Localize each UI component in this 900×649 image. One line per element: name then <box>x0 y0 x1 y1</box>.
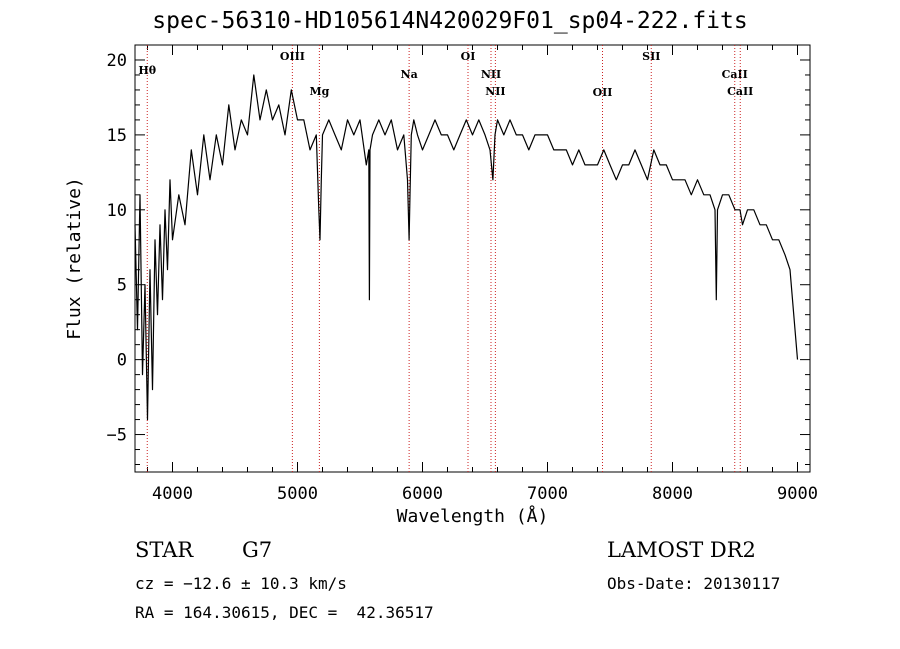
line-marker-label: SII <box>642 50 660 63</box>
line-marker-label: NII <box>481 68 501 81</box>
y-tick-label: 15 <box>107 126 127 146</box>
y-axis-label: Flux (relative) <box>64 177 85 340</box>
x-tick-label: 4000 <box>152 484 193 504</box>
x-tick-label: 8000 <box>652 484 693 504</box>
y-tick-label: 0 <box>117 351 127 371</box>
line-marker-label: CaII <box>722 68 748 81</box>
y-tick-label: 5 <box>117 276 127 296</box>
line-markers: Hθ OIII Mg Na OI NII NII OII SII CaII CaII <box>138 45 753 472</box>
spectrum-line <box>134 74 799 421</box>
x-tick-label: 5000 <box>277 484 318 504</box>
line-marker-label: OI <box>461 50 476 63</box>
line-marker-label: OIII <box>280 50 305 63</box>
line-marker-label: CaII <box>727 85 753 98</box>
x-axis-label: Wavelength (Å) <box>397 505 549 527</box>
y-tick-label: 10 <box>107 201 127 221</box>
line-marker-label: Mg <box>309 85 329 98</box>
y-tick-label: −5 <box>107 426 127 446</box>
object-subclass: G7 <box>242 538 273 562</box>
line-marker-label: Na <box>401 68 418 81</box>
object-class: STAR <box>135 538 194 562</box>
plot-frame <box>134 44 811 473</box>
x-tick-label: 6000 <box>402 484 443 504</box>
line-marker-label: Hθ <box>138 64 156 77</box>
survey-name: LAMOST DR2 <box>607 538 756 562</box>
line-marker-label: OII <box>593 86 613 99</box>
line-marker-label: NII <box>485 85 505 98</box>
redshift-cz: cz = −12.6 ± 10.3 km/s <box>135 574 347 593</box>
obs-date: Obs-Date: 20130117 <box>607 574 781 593</box>
ra-dec: RA = 164.30615, DEC = 42.36517 <box>135 603 434 622</box>
spectrum-series <box>134 74 799 421</box>
x-tick-label: 7000 <box>527 484 568 504</box>
axis-labels: Wavelength (Å) Flux (relative) <box>64 177 548 527</box>
plot-axes: 4000 5000 6000 7000 8000 9000 −5 0 5 10 15 20 <box>107 44 818 504</box>
x-tick-label: 9000 <box>777 484 818 504</box>
y-tick-label: 20 <box>107 51 127 71</box>
chart-title: spec-56310-HD105614N420029F01_sp04-222.f… <box>152 8 748 34</box>
